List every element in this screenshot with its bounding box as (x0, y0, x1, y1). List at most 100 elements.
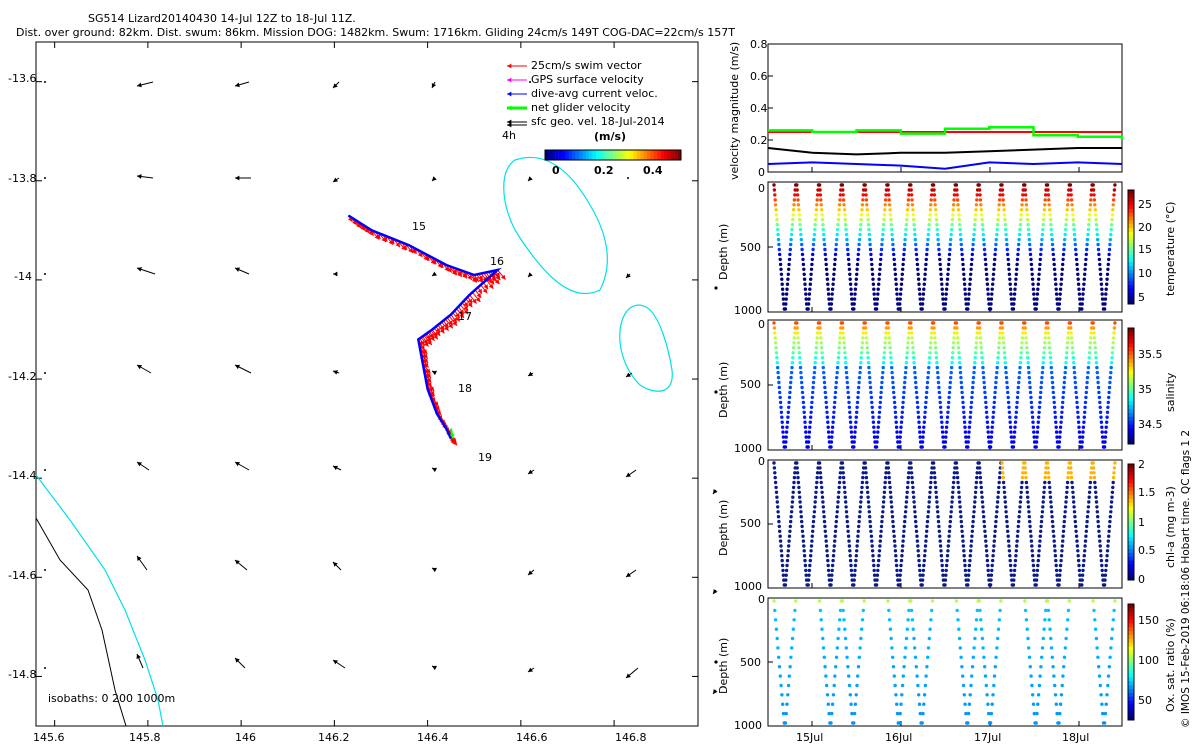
chl-point (924, 539, 928, 543)
temp-point (951, 208, 955, 212)
sal-point (954, 321, 959, 325)
temp-point (838, 193, 843, 197)
chl-point (873, 583, 878, 587)
temp-point (778, 252, 782, 257)
chl-point (781, 573, 786, 577)
colorbar-cell (562, 150, 566, 160)
ox-point (1094, 636, 1099, 641)
temp-point (780, 287, 785, 291)
sal-point (925, 385, 929, 390)
chl-point (934, 485, 938, 490)
temp-point (1078, 302, 1082, 306)
ox-point (990, 702, 994, 706)
temp-point (918, 302, 923, 306)
temp-point (837, 208, 841, 212)
temp-point (985, 282, 990, 286)
legend-net-glider-velocity: net glider velocity (531, 101, 631, 114)
ox-point (778, 674, 782, 678)
ox-point (1107, 665, 1112, 669)
temp-point (1064, 223, 1068, 227)
chl-point (951, 485, 955, 490)
sal-point (782, 440, 786, 444)
temp-point (1002, 208, 1006, 212)
ox-point (1060, 683, 1064, 688)
ox-cbar-cell (1128, 700, 1134, 706)
temp-point (1050, 232, 1054, 237)
ox-point (916, 683, 920, 688)
sal-point (844, 365, 848, 370)
chl-point (1001, 480, 1006, 485)
geo-arrow-head (528, 272, 533, 277)
ox-point (825, 693, 830, 697)
legend-line-head (507, 63, 512, 69)
ox-point (786, 693, 790, 697)
sal-point (1107, 390, 1111, 395)
sal-point (985, 415, 989, 419)
chl-point (797, 490, 801, 494)
temp-point (795, 188, 799, 192)
temp-point (1010, 307, 1014, 311)
sal-point (959, 375, 963, 380)
sal-point (1087, 361, 1091, 365)
temp-point (1051, 247, 1055, 252)
chl-point (978, 471, 982, 475)
colorbar-cell (670, 150, 675, 160)
temp-point (891, 242, 895, 247)
chl-point (887, 480, 892, 485)
chl-point (1097, 529, 1101, 533)
chl-point (1048, 490, 1052, 494)
isobath-200m (35, 474, 164, 727)
sal-point (873, 440, 877, 444)
sal-point (881, 361, 886, 365)
sal-point (1073, 375, 1077, 380)
ox-cbar-cell (1128, 712, 1134, 717)
chl-point (1052, 539, 1056, 543)
chl-point (950, 500, 954, 504)
chl-point (807, 573, 811, 577)
chl-point (995, 505, 999, 509)
temp-point (993, 257, 997, 262)
ox-point (889, 636, 893, 641)
chl-cbar-tick: 0.5 (1138, 544, 1156, 557)
chl-cbar-cell (1128, 529, 1134, 535)
temp-point (837, 203, 842, 207)
temp-point (855, 267, 859, 271)
ox-point (857, 655, 861, 659)
chl-point (835, 510, 839, 514)
sal-point (955, 336, 960, 340)
swim-vector-head (462, 272, 468, 278)
chl-cbar-cell (1128, 572, 1134, 577)
temp-point (850, 297, 854, 301)
ox-point (1026, 636, 1030, 641)
sal-point (955, 331, 959, 335)
sal-point (1006, 390, 1010, 395)
date-xtick: 18Jul (1062, 731, 1090, 744)
colorbar-cell (548, 150, 552, 160)
sal-point (1101, 445, 1106, 449)
sal-point (970, 395, 974, 400)
temp-point (774, 213, 779, 217)
geo-arrow-head (333, 370, 338, 375)
temp-point (796, 203, 801, 207)
chl-point (1064, 495, 1069, 499)
temp-point (1100, 292, 1104, 296)
chl-point (903, 510, 908, 514)
sal-point (777, 385, 781, 390)
chl-point (909, 471, 914, 475)
sal-point (1042, 351, 1046, 355)
sal-point (782, 445, 786, 449)
chl-point (1015, 544, 1019, 548)
sal-point (906, 341, 910, 345)
temp-point (787, 257, 792, 262)
temp-point (974, 203, 979, 207)
map-ytick: -14.2 (8, 370, 37, 383)
chl-point (947, 534, 951, 538)
sal-cbar-cell (1128, 362, 1134, 368)
chl-point (800, 524, 804, 529)
sal-point (969, 400, 974, 405)
chl-point (995, 510, 999, 514)
temp-point (847, 262, 851, 267)
chl-point (773, 475, 777, 480)
temp-point (992, 267, 996, 271)
sal-point (1106, 405, 1110, 409)
